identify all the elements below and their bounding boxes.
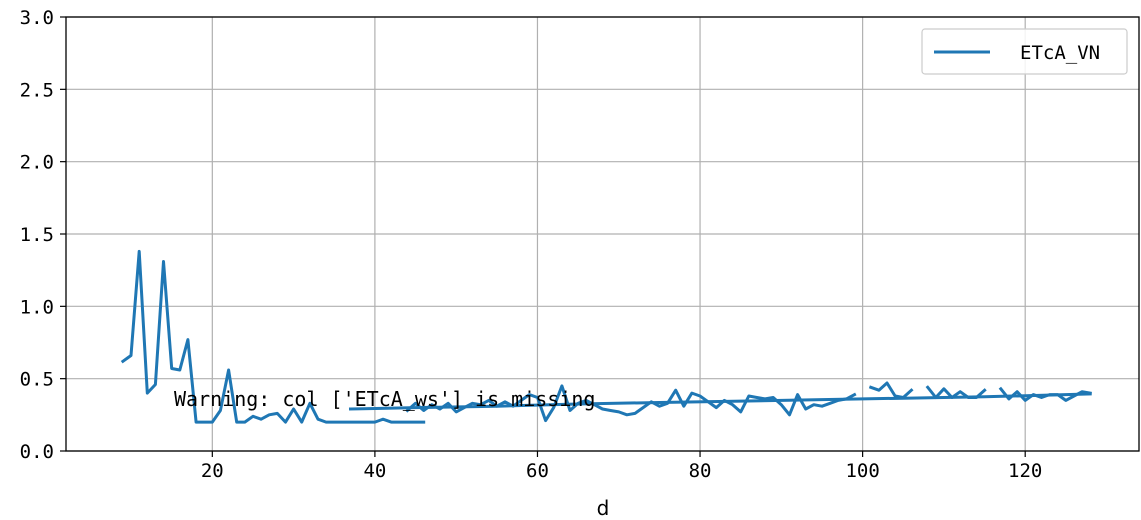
legend: ETcA_VN — [921, 28, 1128, 75]
x-tick-label: 100 — [845, 460, 879, 482]
y-tick-label: 3.0 — [20, 7, 54, 29]
y-tick-label: 2.0 — [20, 152, 54, 174]
series-line — [120, 249, 426, 424]
x-tick-label: 60 — [526, 460, 549, 482]
y-tick-label: 0.5 — [20, 369, 54, 391]
x-tick-label: 40 — [363, 460, 386, 482]
series-line — [868, 381, 914, 399]
legend-box — [921, 28, 1128, 75]
series-line — [925, 385, 987, 399]
y-tick-label: 1.0 — [20, 296, 54, 318]
x-axis-label: d — [597, 496, 610, 520]
x-tick-label: 20 — [201, 460, 224, 482]
series-line — [405, 384, 857, 423]
series-lines — [120, 249, 1092, 424]
annotation-warning: Warning: col ['ETcA_ws'] is missing — [174, 387, 595, 411]
y-tick-label: 1.5 — [20, 224, 54, 246]
y-tick-label: 2.5 — [20, 79, 54, 101]
x-tick-label: 120 — [1008, 460, 1042, 482]
legend-label: ETcA_VN — [1020, 42, 1100, 64]
axis-ticks: 20 40 60 80 100 120 0.0 0.5 1.0 1.5 2.0 2.5 3.0 — [20, 7, 1043, 482]
y-tick-label: 0.0 — [20, 441, 54, 463]
x-tick-label: 80 — [689, 460, 712, 482]
series-line — [998, 386, 1092, 402]
